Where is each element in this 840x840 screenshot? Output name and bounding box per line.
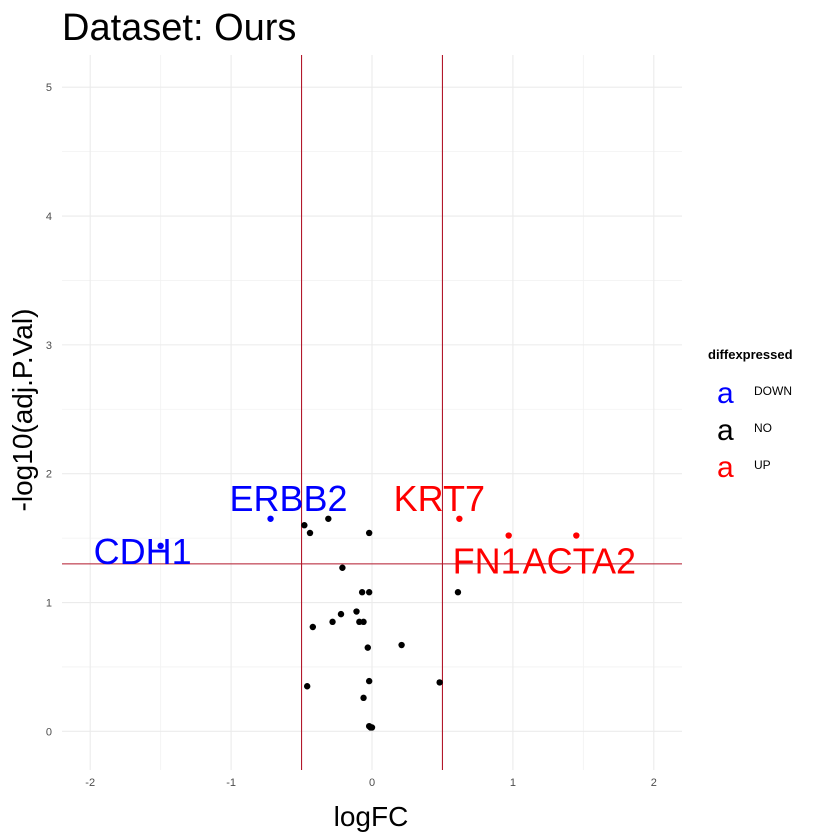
point-no: [306, 529, 314, 537]
point-label-fn1: FN1: [453, 541, 521, 582]
legend-key-up: a: [717, 451, 734, 484]
legend-title: diffexpressed: [708, 347, 793, 362]
point-no: [398, 641, 405, 649]
point-no: [436, 679, 443, 686]
point-no: [368, 724, 376, 731]
point-up: [573, 532, 580, 539]
point-no: [360, 618, 367, 626]
x-tick-label: 2: [651, 777, 657, 789]
y-tick-label: 2: [46, 469, 52, 481]
grid: [62, 55, 682, 770]
y-tick-label: 0: [46, 726, 52, 738]
reference-lines: [62, 55, 682, 770]
point-no: [454, 589, 462, 596]
point-no: [365, 589, 373, 596]
y-tick-label: 3: [46, 340, 52, 352]
legend-label-no: NO: [754, 421, 772, 435]
point-label-acta2: ACTA2: [523, 541, 636, 582]
legend: diffexpressed a DOWN a NO a UP: [708, 347, 793, 484]
axis-ticks: -2 -1 0 1 2 0 1 2 3 4 5: [46, 82, 657, 789]
point-label-erbb2: ERBB2: [230, 478, 348, 519]
x-tick-label: 0: [369, 777, 375, 789]
point-no: [365, 677, 373, 685]
point-no: [309, 623, 317, 631]
point-no: [325, 515, 332, 522]
point-labels: CDH1 ERBB2 KRT7 FN1 ACTA2: [94, 478, 636, 582]
point-no: [358, 589, 366, 596]
point-no: [339, 564, 346, 571]
x-tick-label: -1: [226, 777, 236, 789]
legend-key-no: a: [717, 414, 734, 447]
y-tick-label: 4: [46, 211, 52, 223]
point-no: [364, 644, 371, 651]
point-up: [505, 532, 512, 539]
x-axis-title: logFC: [334, 801, 409, 832]
legend-key-down: a: [717, 377, 734, 410]
point-down: [157, 542, 164, 550]
point-no: [337, 610, 345, 618]
point-label-cdh1: CDH1: [94, 531, 192, 572]
x-tick-label: 1: [510, 777, 516, 789]
y-tick-label: 5: [46, 82, 52, 94]
y-tick-label: 1: [46, 598, 52, 610]
legend-label-up: UP: [754, 458, 771, 472]
point-no: [329, 618, 336, 626]
point-no: [365, 529, 373, 537]
legend-label-down: DOWN: [754, 384, 792, 398]
legend-entries: a DOWN a NO a UP: [717, 377, 792, 484]
point-label-krt7: KRT7: [394, 478, 485, 519]
x-tick-label: -2: [85, 777, 95, 789]
point-no: [301, 522, 308, 529]
point-no: [303, 683, 311, 690]
point-no: [353, 608, 360, 615]
point-down: [267, 515, 274, 522]
point-no: [360, 694, 367, 702]
data-points: [157, 515, 580, 731]
point-up: [456, 515, 463, 522]
y-axis-title: -log10(adj.P.Val): [7, 309, 38, 512]
chart-title: Dataset: Ours: [62, 7, 296, 49]
